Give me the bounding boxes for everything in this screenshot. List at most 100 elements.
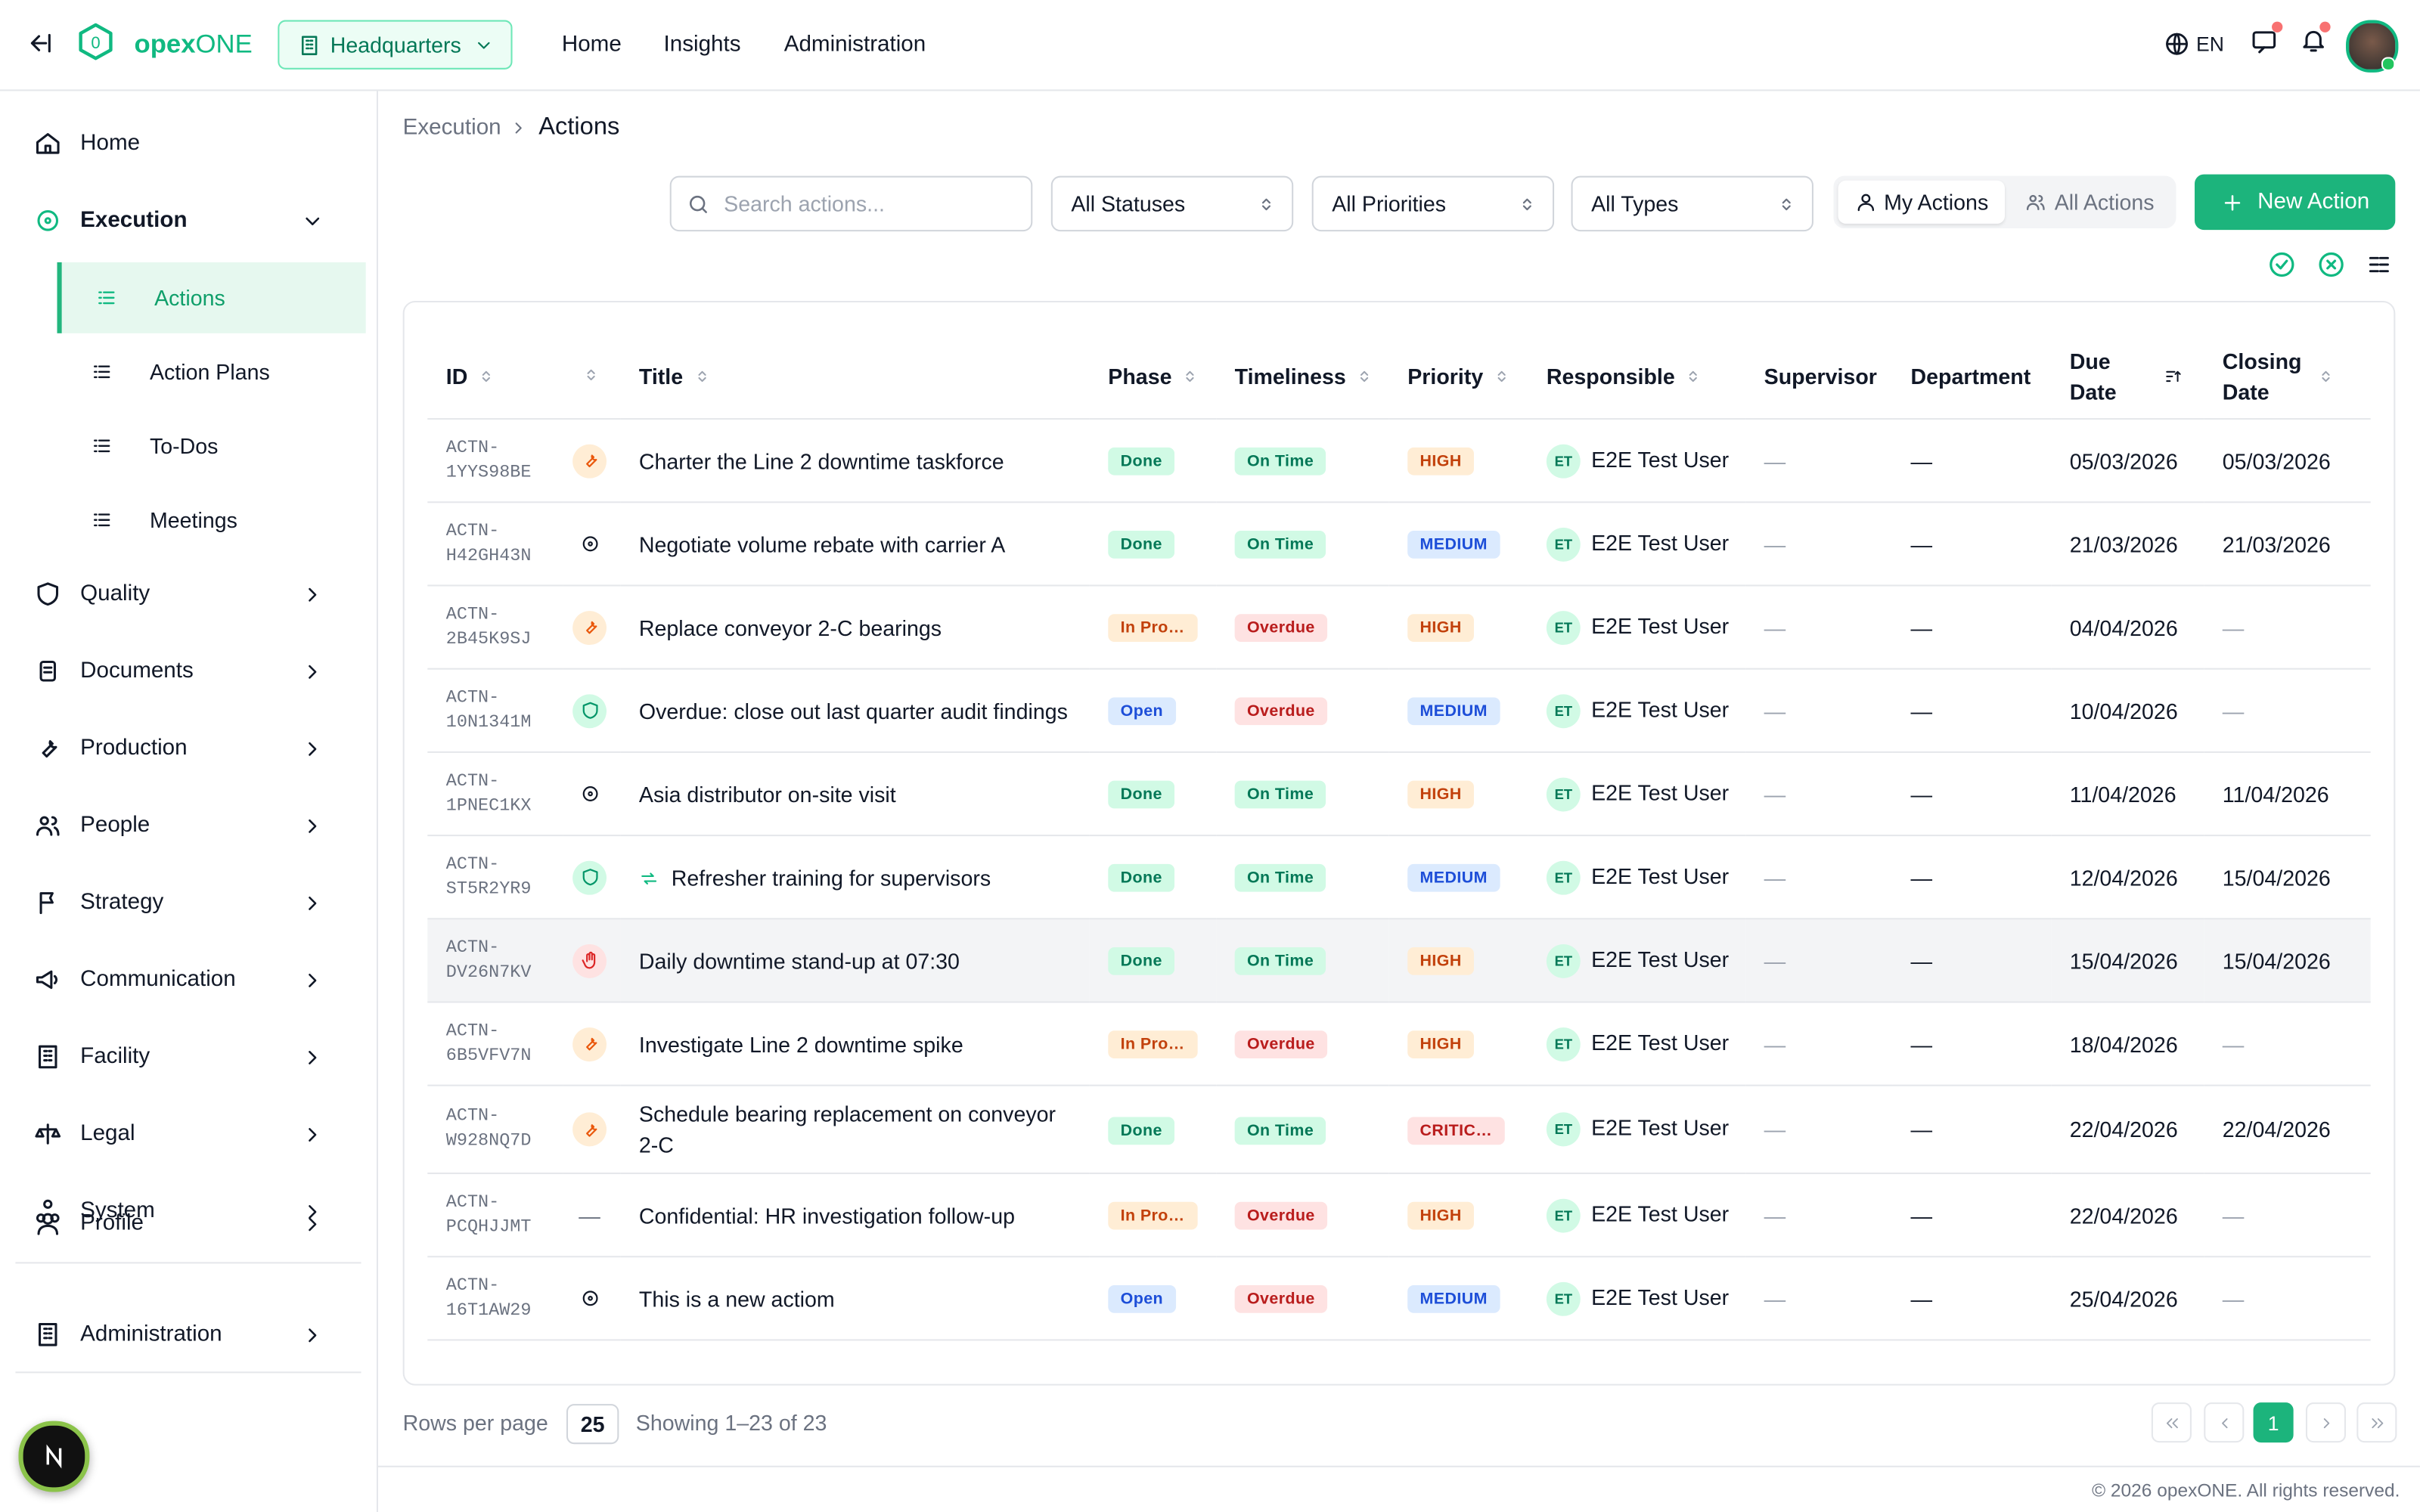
due-date: 21/03/2026 xyxy=(2051,502,2204,587)
sidebar-item[interactable]: Home xyxy=(15,113,361,175)
sidebar-item[interactable]: Documents xyxy=(15,640,361,702)
responsible-name: E2E Test User xyxy=(1591,612,1730,638)
sidebar-subitem[interactable]: Actions xyxy=(57,262,366,333)
column-header[interactable]: Timeliness xyxy=(1216,333,1389,420)
phase-badge: In Pro… xyxy=(1108,614,1197,642)
top-nav-link[interactable]: Insights xyxy=(663,32,741,57)
last-page[interactable] xyxy=(2356,1402,2397,1443)
sidebar-subicon xyxy=(73,509,132,531)
table-row[interactable]: ACTN-H42GH43N Negotiate volume rebate wit… xyxy=(427,502,2371,587)
column-header[interactable]: Priority xyxy=(1388,333,1528,420)
table-row[interactable]: ACTN-ST5R2YR9 Refresher training for supe… xyxy=(427,835,2371,920)
closing-date: 05/03/2026 xyxy=(2204,419,2371,503)
first-page[interactable] xyxy=(2151,1402,2192,1443)
column-header[interactable]: Phase xyxy=(1089,333,1217,420)
action-id: ACTN-1PNEC1KX xyxy=(427,751,563,837)
sidebar-subitem[interactable]: Meetings xyxy=(57,485,361,556)
action-title-cell: Investigate Line 2 downtime spike xyxy=(620,1002,1090,1086)
priority-cell: MEDIUM xyxy=(1388,1256,1528,1341)
column-header: Department xyxy=(1892,333,2052,420)
action-title-cell: Confidential: HR investigation follow-up xyxy=(620,1173,1090,1258)
filter-label: All Types xyxy=(1591,191,1679,216)
top-nav-link[interactable]: Administration xyxy=(783,32,926,57)
table-row[interactable]: ACTN-6B5VFV7N Investigate Line 2 downtime… xyxy=(427,1002,2371,1086)
toggle-option[interactable]: All Actions xyxy=(2009,181,2170,224)
action-id: ACTN-DV26N7KV xyxy=(427,919,563,1003)
sort-icon xyxy=(582,365,600,383)
action-title: Confidential: HR investigation follow-up xyxy=(638,1202,1015,1228)
sidebar-label: Facility xyxy=(80,1044,150,1070)
table-row[interactable]: ACTN-DV26N7KV Daily downtime stand-up at … xyxy=(427,919,2371,1003)
sidebar-item[interactable]: Execution xyxy=(15,190,361,252)
current-page[interactable]: 1 xyxy=(2253,1402,2294,1443)
rows-per-page-select[interactable]: 25 xyxy=(566,1404,619,1445)
column-header[interactable]: Due Date xyxy=(2051,333,2204,420)
phase-badge: In Pro… xyxy=(1108,1030,1197,1058)
sidebar-item[interactable]: Strategy xyxy=(15,872,361,934)
sidebar-subitem[interactable]: To-Dos xyxy=(57,411,361,482)
table-row[interactable]: ACTN-1PNEC1KX Asia distributor on-site vi… xyxy=(427,751,2371,837)
next-page[interactable] xyxy=(2305,1402,2347,1443)
sidebar-item[interactable]: Communication xyxy=(15,949,361,1011)
sidebar-item[interactable]: Profile xyxy=(15,1193,361,1255)
table-row[interactable]: ACTN-16T1AW29 This is a new actiom Open Ove… xyxy=(427,1256,2371,1341)
action-title: Investigate Line 2 downtime spike xyxy=(638,1031,963,1056)
action-title-cell: Refresher training for supervisors xyxy=(620,835,1090,920)
column-header-inner: Supervisor xyxy=(1764,361,1877,392)
sidebar-item[interactable]: Facility xyxy=(15,1026,361,1088)
sidebar-item[interactable]: People xyxy=(15,795,361,857)
sidebar-item[interactable]: Quality xyxy=(15,563,361,625)
column-header[interactable]: Responsible xyxy=(1528,333,1746,420)
action-id: ACTN-PCQHJJMT xyxy=(427,1173,563,1258)
type-glyph xyxy=(579,1033,600,1054)
table-row[interactable]: ACTN-2B45K9SJ Replace conveyor 2-C bearin… xyxy=(427,585,2371,670)
responsible-name: E2E Test User xyxy=(1591,1201,1730,1225)
phase-badge: Done xyxy=(1108,947,1175,975)
notifications-icon[interactable] xyxy=(2300,26,2328,54)
column-header[interactable]: Closing Date xyxy=(2204,333,2371,420)
sidebar-subicon xyxy=(73,435,132,457)
recurring-icon xyxy=(639,868,659,888)
timeliness-badge: Overdue xyxy=(1234,697,1328,726)
filter-select[interactable]: All Statuses xyxy=(1050,175,1294,232)
action-title-cell: Negotiate volume rebate with carrier A xyxy=(620,502,1090,587)
collapse-sidebar-icon[interactable] xyxy=(26,29,54,57)
due-date: 22/04/2026 xyxy=(2051,1173,2204,1258)
columns-icon[interactable] xyxy=(2366,252,2393,278)
top-nav-link[interactable]: Home xyxy=(561,32,622,57)
supervisor: — xyxy=(1745,668,1893,753)
language[interactable]: EN xyxy=(2196,32,2224,56)
table-row[interactable]: ACTN-W928NQ7D Schedule bearing replacemen… xyxy=(427,1085,2371,1175)
site-selector[interactable]: Headquarters xyxy=(278,20,513,70)
toggle-option[interactable]: My Actions xyxy=(1838,180,2005,224)
table-row[interactable]: ACTN-PCQHJJMT — Confidential: HR investiga… xyxy=(427,1173,2371,1258)
column-header[interactable] xyxy=(563,333,621,420)
action-type-icon xyxy=(572,1281,607,1315)
message-dot xyxy=(2272,21,2283,33)
action-title-cell: This is a new actiom xyxy=(620,1256,1090,1341)
table-row[interactable]: ACTN-1YYS98BE Charter the Line 2 downtime… xyxy=(427,419,2371,503)
sidebar-icon xyxy=(15,1043,80,1071)
filter-select[interactable]: All Priorities xyxy=(1311,175,1555,232)
approve-all-icon[interactable] xyxy=(2267,250,2297,280)
breadcrumb-parent[interactable]: Execution xyxy=(402,116,501,141)
sidebar-subitem[interactable]: Action Plans xyxy=(57,336,361,407)
table-row[interactable]: ACTN-10N1341M Overdue: close out last qua… xyxy=(427,668,2371,753)
priority-cell: MEDIUM xyxy=(1388,502,1528,587)
sidebar-item[interactable]: Legal xyxy=(15,1103,361,1165)
timeliness-badge: On Time xyxy=(1234,531,1326,559)
new-action-button[interactable]: New Action xyxy=(2195,174,2396,231)
column-header[interactable]: ID xyxy=(427,333,563,420)
sidebar-item[interactable]: Administration xyxy=(15,1303,361,1365)
dev-badge[interactable] xyxy=(18,1421,90,1492)
supervisor: — xyxy=(1745,1002,1893,1086)
sidebar-item[interactable]: Production xyxy=(15,717,361,779)
prev-page-icon xyxy=(2216,1414,2232,1430)
search-box[interactable]: Search actions... xyxy=(669,175,1033,232)
messages-icon[interactable] xyxy=(2250,28,2278,56)
prev-page[interactable] xyxy=(2204,1402,2245,1443)
reject-all-icon[interactable] xyxy=(2316,250,2346,280)
filter-select[interactable]: All Types xyxy=(1571,175,1813,232)
column-header[interactable]: Title xyxy=(620,333,1090,420)
action-title: Overdue: close out last quarter audit fi… xyxy=(638,698,1068,723)
